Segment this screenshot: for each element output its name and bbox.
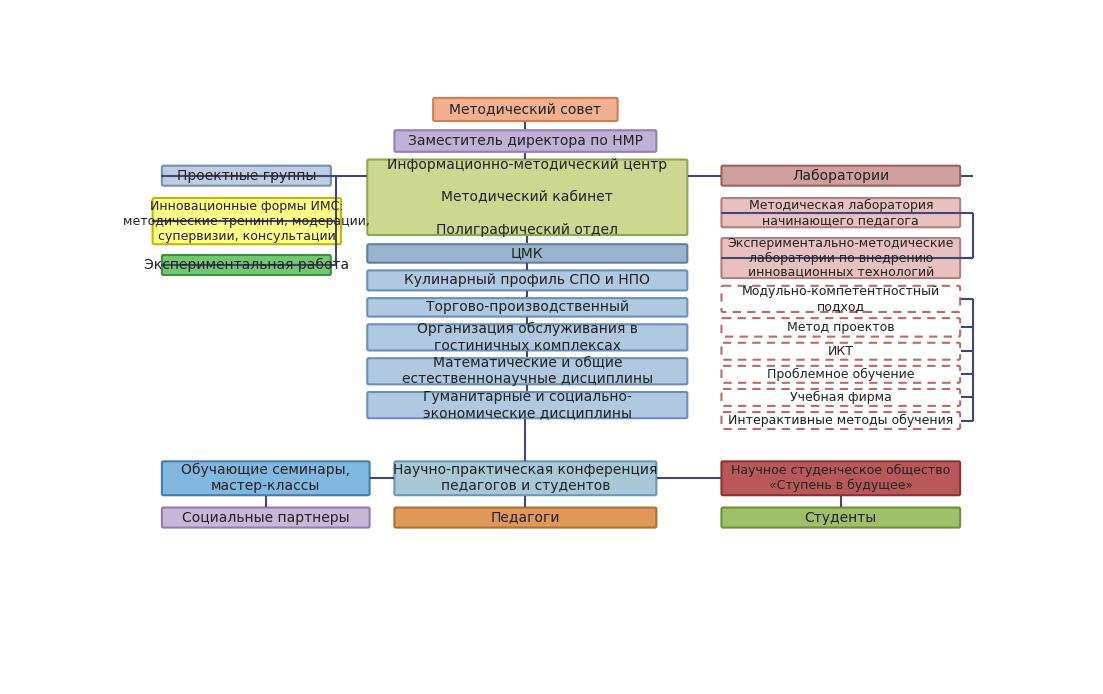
FancyBboxPatch shape [721, 412, 960, 429]
FancyBboxPatch shape [721, 318, 960, 337]
Text: ЦМК: ЦМК [511, 246, 544, 260]
Text: Инновационные формы ИМС:
методические тренинги, модерации,
супервизии, консульта: Инновационные формы ИМС: методические тр… [124, 200, 371, 243]
FancyBboxPatch shape [721, 389, 960, 406]
Text: Модульно-компетентностный
подход: Модульно-компетентностный подход [741, 285, 940, 313]
FancyBboxPatch shape [162, 462, 370, 496]
Text: Проблемное обучение: Проблемное обучение [767, 368, 914, 381]
FancyBboxPatch shape [721, 238, 960, 278]
Text: Гуманитарные и социально-
экономические дисциплины: Гуманитарные и социально- экономические … [422, 390, 632, 421]
FancyBboxPatch shape [367, 298, 687, 316]
FancyBboxPatch shape [162, 255, 331, 275]
Text: Информационно-методический центр

Методический кабинет

Полиграфический отдел: Информационно-методический центр Методич… [387, 158, 667, 237]
FancyBboxPatch shape [367, 324, 687, 350]
FancyBboxPatch shape [395, 130, 656, 152]
Text: Заместитель директора по НМР: Заместитель директора по НМР [408, 134, 643, 148]
FancyBboxPatch shape [367, 244, 687, 263]
Text: Социальные партнеры: Социальные партнеры [182, 511, 350, 525]
FancyBboxPatch shape [367, 160, 687, 235]
Text: Интерактивные методы обучения: Интерактивные методы обучения [728, 414, 953, 427]
Text: Научно-практическая конференция
педагогов и студентов: Научно-практическая конференция педагого… [393, 463, 657, 493]
FancyBboxPatch shape [721, 507, 960, 527]
FancyBboxPatch shape [162, 166, 331, 186]
Text: Методический совет: Методический совет [449, 103, 601, 117]
FancyBboxPatch shape [721, 343, 960, 359]
Text: Кулинарный профиль СПО и НПО: Кулинарный профиль СПО и НПО [405, 273, 651, 287]
FancyBboxPatch shape [367, 271, 687, 290]
Text: Организация обслуживания в
гостиничных комплексах: Организация обслуживания в гостиничных к… [417, 322, 638, 353]
FancyBboxPatch shape [721, 366, 960, 383]
FancyBboxPatch shape [395, 507, 656, 527]
FancyBboxPatch shape [721, 166, 960, 186]
Text: Математические и общие
естественнонаучные дисциплины: Математические и общие естественнонаучны… [401, 356, 653, 387]
Text: Студенты: Студенты [805, 511, 877, 525]
Text: Лаборатории: Лаборатории [792, 169, 889, 183]
Text: Проектные группы: Проектные группы [176, 169, 317, 183]
FancyBboxPatch shape [162, 507, 370, 527]
FancyBboxPatch shape [721, 198, 960, 227]
FancyBboxPatch shape [367, 358, 687, 384]
FancyBboxPatch shape [433, 98, 618, 121]
Text: Методическая лаборатория
начинающего педагога: Методическая лаборатория начинающего пед… [749, 198, 933, 227]
Text: Экспериментальная работа: Экспериментальная работа [143, 258, 349, 272]
Text: Обучающие семинары,
мастер-классы: Обучающие семинары, мастер-классы [181, 463, 351, 493]
Text: ИКТ: ИКТ [827, 345, 854, 357]
Text: Экспериментально-методические
лаборатории по внедрению
инновационных технологий: Экспериментально-методические лаборатори… [728, 237, 954, 280]
FancyBboxPatch shape [721, 286, 960, 312]
Text: Педагоги: Педагоги [491, 511, 560, 525]
FancyBboxPatch shape [152, 198, 341, 244]
Text: Учебная фирма: Учебная фирма [790, 391, 891, 404]
Text: Торгово-производственный: Торгово-производственный [426, 301, 629, 314]
FancyBboxPatch shape [721, 462, 960, 496]
Text: Метод проектов: Метод проектов [786, 321, 895, 334]
Text: Научное студенческое общество
«Ступень в будущее»: Научное студенческое общество «Ступень в… [731, 464, 951, 492]
FancyBboxPatch shape [395, 462, 656, 496]
FancyBboxPatch shape [367, 392, 687, 418]
